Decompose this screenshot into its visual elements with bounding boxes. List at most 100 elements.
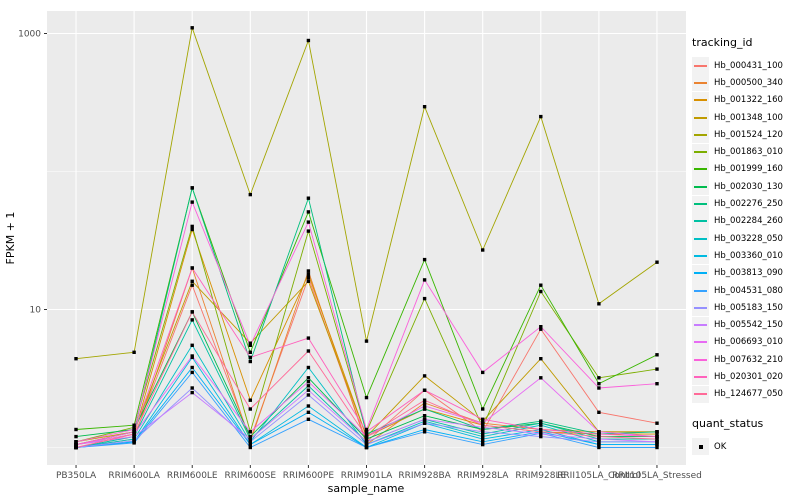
data-point: [306, 404, 311, 408]
data-point: [74, 440, 78, 444]
data-point: [248, 355, 252, 360]
data-point: [190, 283, 194, 287]
data-point: [422, 401, 427, 405]
legend-item-Hb_000500_340: Hb_000500_340: [692, 74, 798, 92]
legend-item-label: Hb_000500_340: [714, 77, 783, 88]
data-point: [597, 376, 601, 380]
data-point: [306, 196, 311, 200]
data-point: [597, 440, 601, 444]
data-point: [74, 427, 78, 432]
legend-item-Hb_005183_150: Hb_005183_150: [692, 299, 798, 317]
data-point: [539, 434, 543, 439]
data-point: [248, 440, 252, 444]
legend-line-icon: [694, 375, 707, 378]
legend-key-swatch: [692, 195, 709, 213]
data-point: [132, 427, 136, 432]
data-point: [422, 421, 427, 425]
data-point: [597, 437, 601, 441]
data-point: [422, 257, 427, 262]
data-point: [655, 430, 659, 434]
data-point: [190, 266, 194, 270]
data-point: [422, 388, 427, 392]
data-point: [190, 279, 194, 283]
data-point: [306, 229, 311, 233]
legend-items: Hb_000431_100 Hb_000500_340 Hb_001322_160 H…: [692, 57, 798, 403]
data-point: [422, 105, 427, 109]
legend-line-icon: [694, 237, 707, 240]
legend-item-Hb_002276_250: Hb_002276_250: [692, 195, 798, 213]
data-point: [306, 38, 311, 43]
data-point: [248, 445, 252, 450]
legend-item-label: Hb_001999_160: [714, 164, 783, 175]
data-point: [248, 398, 252, 402]
data-point: [190, 318, 194, 322]
legend-item-Hb_001999_160: Hb_001999_160: [692, 160, 798, 178]
data-point: [481, 421, 485, 425]
data-point: [306, 220, 311, 224]
data-point: [539, 376, 543, 380]
legend-key-swatch: [692, 351, 709, 369]
data-point: [539, 421, 543, 425]
data-point: [306, 393, 311, 397]
data-point: [481, 248, 485, 252]
legend-line-icon: [694, 151, 707, 154]
legend-line-icon: [694, 306, 707, 309]
data-point: [481, 434, 485, 439]
data-point: [539, 325, 543, 329]
legend-key-swatch: [692, 333, 709, 351]
legend-line-icon: [694, 185, 707, 188]
x-tick-label: RRII105LA_Control: [557, 471, 640, 481]
data-point: [655, 432, 659, 436]
legend-item-label: Hb_001524_120: [714, 129, 783, 140]
data-point: [481, 440, 485, 444]
legend-line-icon: [694, 393, 707, 396]
legend-title-tracking-id: tracking_id: [692, 36, 753, 49]
legend-item-Hb_000431_100: Hb_000431_100: [692, 57, 798, 75]
data-point: [190, 200, 194, 204]
data-point: [655, 437, 659, 441]
data-point: [422, 427, 427, 432]
legend-item-label: Hb_001322_160: [714, 95, 783, 106]
data-point: [190, 390, 194, 395]
data-point: [597, 434, 601, 439]
data-point: [539, 432, 543, 436]
legend-key-swatch: [692, 57, 709, 75]
data-point: [132, 425, 136, 429]
data-point: [248, 430, 252, 434]
legend-key-swatch: [692, 91, 709, 109]
x-tick-label: PB350LA: [56, 471, 97, 481]
legend-key-swatch: [692, 178, 709, 196]
legend-key-swatch: [692, 299, 709, 317]
plot-panel: 10 1000 PB350LA RRIM600LA RRIM600LE RRIM600SE…: [18, 11, 702, 481]
legend-item-Hb_006693_010: Hb_006693_010: [692, 333, 798, 351]
legend-key-swatch: [692, 74, 709, 92]
legend-item-label: Hb_004531_080: [714, 285, 783, 296]
legend-line-icon: [694, 133, 707, 136]
data-point: [364, 430, 369, 434]
legend-line-icon: [694, 116, 707, 119]
data-point: [74, 434, 78, 439]
data-point: [655, 445, 659, 450]
y-tick-label: 10: [30, 306, 42, 316]
data-point: [306, 276, 311, 280]
legend-item-label: Hb_006693_010: [714, 337, 783, 348]
legend-key-swatch: [692, 126, 709, 144]
legend-line-icon: [694, 220, 707, 223]
data-point: [539, 357, 543, 361]
data-point: [132, 350, 136, 354]
data-point: [422, 404, 427, 408]
data-point: [422, 414, 427, 418]
x-tick-label: RRIM600PE: [283, 471, 335, 481]
data-point: [539, 289, 543, 294]
data-point: [132, 430, 136, 434]
data-point: [655, 353, 659, 357]
x-tick-label: RRIM928LA: [457, 471, 509, 481]
data-point: [597, 445, 601, 450]
data-point: [74, 445, 78, 450]
data-point: [481, 427, 485, 432]
x-tick-label: RRIM901LA: [341, 471, 393, 481]
legend-line-icon: [694, 254, 707, 257]
legend-item-Hb_002284_260: Hb_002284_260: [692, 212, 798, 230]
data-point: [248, 341, 252, 345]
